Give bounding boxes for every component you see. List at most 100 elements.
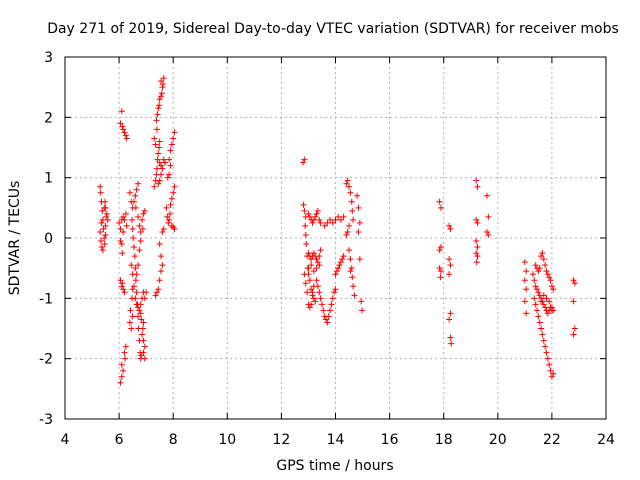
data-point — [532, 262, 539, 269]
data-point — [317, 219, 324, 226]
data-point — [343, 231, 350, 238]
data-point — [536, 319, 543, 326]
data-point — [544, 310, 551, 317]
data-point — [347, 189, 354, 196]
data-point — [98, 219, 105, 226]
data-point — [133, 289, 140, 296]
data-point — [121, 129, 128, 136]
data-point — [302, 280, 309, 287]
data-point — [473, 250, 480, 257]
data-point — [100, 225, 107, 232]
data-point — [323, 316, 330, 323]
data-point — [158, 162, 165, 169]
data-point — [314, 283, 321, 290]
data-point — [166, 210, 173, 217]
data-point — [446, 222, 453, 229]
y-tick-labels: -3 -2 -1 0 1 2 3 — [39, 50, 53, 428]
data-point — [136, 222, 143, 229]
x-tick-label: 10 — [218, 432, 236, 448]
data-point — [135, 180, 142, 187]
data-point — [538, 253, 545, 260]
data-point — [306, 277, 313, 284]
data-point — [329, 295, 336, 302]
data-point — [167, 147, 174, 154]
data-point — [331, 289, 338, 296]
data-point — [327, 216, 334, 223]
data-point — [340, 213, 347, 220]
data-point — [122, 343, 129, 350]
data-point — [300, 201, 307, 208]
data-point — [135, 304, 142, 311]
data-point — [348, 198, 355, 205]
data-point — [543, 349, 550, 356]
data-point — [122, 355, 129, 362]
data-point — [336, 262, 343, 269]
data-point — [312, 213, 319, 220]
data-point — [170, 189, 177, 196]
data-point — [143, 289, 150, 296]
data-point — [133, 271, 140, 278]
x-tick-label: 12 — [272, 432, 290, 448]
data-point — [446, 271, 453, 278]
data-point — [529, 271, 536, 278]
data-point — [164, 174, 171, 181]
data-point — [163, 204, 170, 211]
data-point — [534, 286, 541, 293]
data-point — [340, 253, 347, 260]
data-point — [473, 216, 480, 223]
data-point — [166, 171, 173, 178]
data-point — [316, 216, 323, 223]
data-point — [141, 295, 148, 302]
data-point — [121, 216, 128, 223]
data-point — [118, 373, 125, 380]
data-point — [123, 135, 130, 142]
data-point — [535, 313, 542, 320]
x-tick-labels: 4 6 8 10 12 14 16 18 20 22 24 — [61, 432, 615, 448]
data-point — [346, 222, 353, 229]
data-point — [159, 228, 166, 235]
data-point — [328, 301, 335, 308]
data-point — [535, 268, 542, 275]
data-point — [98, 244, 105, 251]
data-point — [309, 219, 316, 226]
data-point — [159, 262, 166, 269]
data-point — [542, 304, 549, 311]
data-point — [152, 292, 159, 299]
data-point — [535, 289, 542, 296]
data-point — [532, 283, 539, 290]
grid-lines — [65, 57, 606, 419]
data-point — [137, 310, 144, 317]
data-point — [348, 265, 355, 272]
data-point — [542, 262, 549, 269]
data-point — [540, 256, 547, 263]
data-point — [531, 295, 538, 302]
x-tick-label: 6 — [115, 432, 124, 448]
data-point — [349, 274, 356, 281]
data-point — [313, 210, 320, 217]
data-point — [356, 219, 363, 226]
data-point — [301, 207, 308, 214]
data-point — [539, 250, 546, 257]
data-point — [101, 235, 108, 241]
data-point — [310, 268, 317, 275]
data-point — [135, 213, 142, 220]
data-point — [158, 171, 165, 178]
data-point — [571, 325, 578, 332]
data-point — [120, 228, 127, 235]
data-point — [126, 189, 133, 196]
data-point — [135, 313, 142, 320]
data-point — [160, 75, 167, 82]
data-point — [305, 210, 312, 217]
data-point — [536, 265, 543, 272]
data-point — [99, 247, 106, 254]
data-point — [436, 198, 443, 205]
data-point — [156, 138, 163, 145]
data-point — [130, 235, 137, 241]
data-point — [310, 216, 317, 223]
data-point — [141, 207, 148, 214]
data-point — [156, 159, 163, 166]
data-point — [158, 90, 165, 97]
data-point — [97, 183, 104, 190]
data-point — [544, 271, 551, 278]
data-point — [540, 292, 547, 299]
